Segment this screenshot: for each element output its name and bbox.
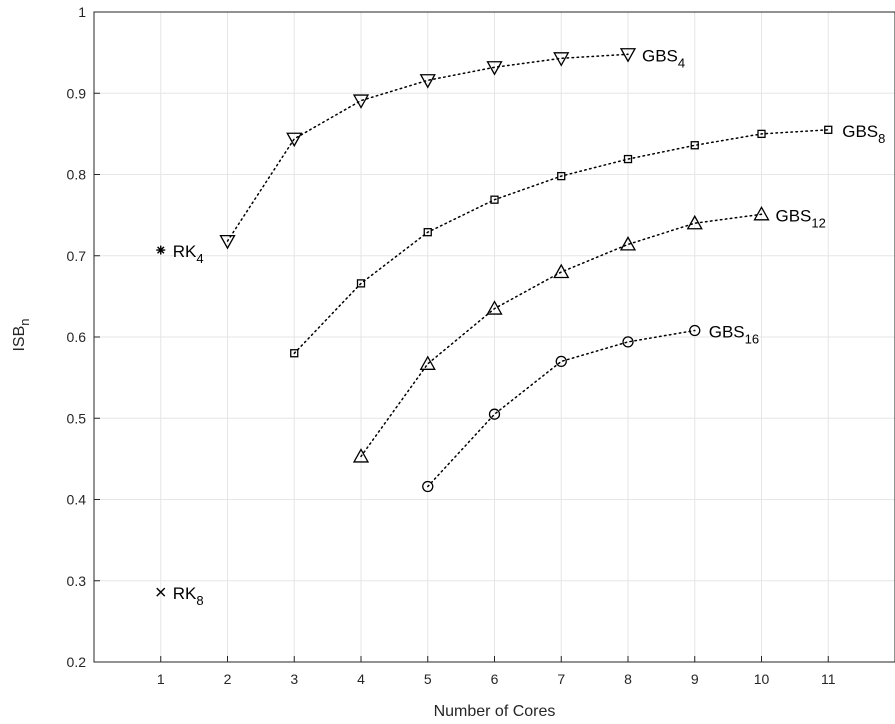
data-point-gbs12	[686, 214, 703, 230]
x-axis-label: Number of Cores	[434, 703, 556, 720]
data-point-gbs12	[352, 448, 370, 463]
data-point-gbs4	[619, 48, 637, 63]
y-tick-label: 0.7	[67, 248, 87, 264]
x-tick-label: 7	[557, 671, 565, 687]
series-line-gbs8	[293, 129, 830, 355]
data-point-gbs12	[486, 300, 503, 315]
y-tick-label: 0.5	[67, 410, 87, 426]
x-tick-label: 4	[357, 671, 365, 687]
x-tick-label: 5	[424, 671, 432, 687]
series-label-gbs16: GBS16	[709, 323, 759, 347]
data-point-gbs4	[352, 94, 370, 109]
data-point-gbs16	[689, 324, 701, 337]
y-tick-label: 1	[78, 4, 86, 20]
data-point-rk8	[156, 587, 166, 597]
data-point-gbs16	[488, 408, 501, 420]
data-point-gbs16	[555, 355, 567, 368]
x-tick-label: 10	[754, 671, 770, 687]
series-label-gbs4: GBS4	[642, 46, 685, 70]
data-point-gbs12	[419, 355, 436, 370]
y-tick-label: 0.3	[67, 573, 87, 589]
y-axis-label: ISBn	[11, 318, 32, 351]
x-tick-label: 9	[691, 671, 699, 687]
x-tick-label: 2	[224, 671, 232, 687]
x-tick-label: 3	[290, 671, 298, 687]
data-point-gbs8	[356, 279, 366, 288]
series-label-rk4: RK4	[173, 242, 204, 266]
data-point-gbs16	[422, 480, 434, 493]
axis-ticks: 1 2 3 4 5 6 7 8 9 10 11 0.2 0.3 0.4 0.5 0.6 0.7 0.8 0.9 1	[67, 4, 836, 687]
grid	[94, 11, 895, 663]
x-tick-label: 11	[821, 671, 836, 687]
x-tick-label: 8	[624, 671, 632, 687]
series-line-gbs12	[360, 213, 763, 458]
series-labels: GBS4 GBS8 GBS12 GBS16 RK4 RK8	[173, 46, 886, 608]
data-point-gbs16	[622, 336, 634, 348]
data-point-gbs12	[753, 205, 770, 221]
data-point-gbs8	[290, 349, 299, 358]
y-tick-label: 0.8	[67, 167, 87, 183]
data-point-gbs8	[690, 141, 699, 150]
series-line-gbs16	[427, 329, 696, 488]
data-point-gbs8	[757, 129, 766, 139]
data-point-gbs4	[419, 74, 436, 89]
x-tick-label: 1	[157, 671, 165, 687]
data-point-gbs8	[623, 154, 633, 164]
series-line-gbs4	[226, 53, 629, 242]
data-point-gbs4	[286, 132, 303, 148]
series-markers	[156, 48, 833, 597]
data-point-gbs4	[486, 61, 503, 76]
series-lines	[226, 53, 830, 488]
data-point-gbs4	[553, 52, 570, 67]
series-label-gbs8: GBS8	[842, 122, 885, 146]
x-tick-label: 6	[491, 671, 499, 687]
data-point-gbs12	[619, 236, 637, 251]
y-tick-label: 0.6	[67, 329, 87, 345]
y-tick-label: 0.4	[67, 492, 87, 508]
data-point-gbs8	[824, 125, 833, 134]
data-point-gbs8	[490, 195, 499, 204]
y-tick-label: 0.9	[67, 85, 87, 101]
data-point-gbs12	[553, 263, 570, 279]
series-label-rk8: RK8	[173, 584, 204, 608]
y-axis-label-main: ISB	[11, 326, 28, 352]
series-label-gbs12: GBS12	[776, 206, 826, 230]
data-point-gbs8	[557, 171, 566, 181]
y-tick-label: 0.2	[67, 654, 87, 670]
y-axis-label-sub: n	[17, 318, 32, 325]
data-point-gbs8	[423, 228, 432, 237]
data-point-gbs4	[219, 234, 236, 250]
data-point-rk4	[156, 245, 166, 255]
